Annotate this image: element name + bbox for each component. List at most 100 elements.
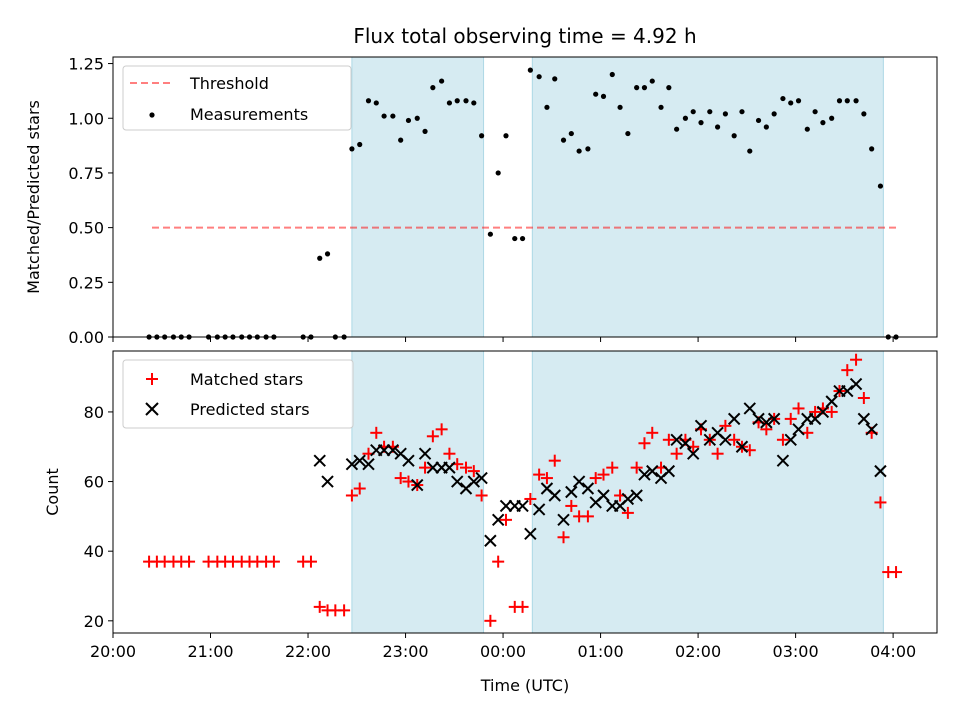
matched-star-point (443, 447, 456, 460)
measurement-point (634, 85, 640, 91)
measurement-point (568, 130, 574, 137)
predicted-star-point (524, 527, 537, 540)
top-shaded-interval-0 (351, 56, 485, 338)
matched-star-point (630, 461, 643, 474)
measurement-point (422, 128, 428, 134)
matched-star-point (345, 489, 358, 502)
top-y-tick-label-4: 1.00 (68, 109, 104, 128)
matched-star-point (565, 499, 578, 512)
bottom-y-axis-ticks: 20 40 60 80 (84, 403, 113, 631)
top-legend: Threshold Measurements (122, 65, 352, 131)
bottom-y-axis-label: Count (43, 468, 62, 516)
matched-star-point (776, 433, 789, 446)
x-tick-label-3: 23:00 (382, 642, 428, 661)
predicted-star-point (792, 423, 805, 436)
measurement-point (795, 98, 802, 104)
measurement-point (836, 98, 843, 104)
bottom-y-tick-label-1: 40 (84, 542, 104, 561)
matched-star-point (183, 555, 196, 568)
predicted-star-point (402, 454, 415, 467)
measurement-point (714, 124, 721, 130)
legend-matched-label: Matched stars (190, 370, 303, 389)
matched-star-point (874, 496, 887, 509)
top-x-axis-ticks (112, 337, 894, 342)
predicted-star-point (377, 444, 391, 457)
predicted-star-point (532, 503, 546, 516)
predicted-star-point (557, 513, 570, 527)
matched-star-point (825, 405, 838, 418)
top-plot-frame (112, 56, 938, 338)
measurement-point (454, 98, 460, 104)
matched-star-point (662, 433, 675, 446)
matched-star-point (711, 447, 724, 460)
predicted-star-point (426, 461, 440, 474)
measurement-point (365, 98, 372, 104)
predicted-star-point (621, 492, 635, 506)
measurement-point (844, 98, 850, 104)
measurement-point (666, 85, 672, 91)
top-y-tick-label-3: 0.75 (68, 164, 104, 183)
x-tick-label-6: 02:00 (675, 642, 721, 661)
predicted-star-point (597, 489, 610, 502)
measurement-point (463, 98, 469, 104)
measurement-point (544, 104, 550, 110)
measurement-point (398, 137, 404, 143)
matched-star-point (435, 423, 448, 436)
measurement-point (617, 104, 623, 110)
predicted-star-point (865, 423, 878, 436)
predicted-star-point (752, 412, 765, 426)
predicted-star-point (784, 433, 797, 446)
predicted-star-point (760, 416, 773, 429)
x-tick-label-4: 00:00 (480, 642, 526, 661)
measurement-point (698, 120, 704, 126)
matched-star-point (419, 461, 432, 474)
measurement-point (755, 117, 762, 124)
measurement-point (324, 251, 331, 257)
matched-star-point (728, 433, 741, 446)
matched-star-point (548, 454, 561, 467)
bottom-x-axis-ticks: 20:00 21:00 22:00 23:00 00:00 01:00 02:00 03:00… (90, 633, 916, 661)
measurement-point (495, 170, 501, 176)
legend-predicted-label: Predicted stars (190, 400, 310, 419)
bottom-panel: 20 40 60 80 20:00 21:00 22:00 23:00 00:00 01:00 0… (43, 350, 938, 695)
matched-star-point (467, 465, 480, 478)
measurement-point (439, 78, 445, 84)
predicted-star-point (516, 499, 529, 513)
matched-star-point (267, 555, 280, 568)
predicted-star-point (353, 454, 366, 467)
measurement-point (512, 235, 518, 242)
predicted-star-point (565, 485, 578, 499)
measurement-point (829, 115, 835, 121)
measurement-point (780, 95, 786, 102)
measurement-point (519, 235, 526, 242)
matched-star-point (313, 600, 326, 613)
predicted-star-point (491, 513, 505, 527)
measurement-point (527, 67, 533, 73)
predicted-star-point (638, 468, 651, 481)
x-tick-label-2: 22:00 (285, 642, 331, 661)
measurement-point (609, 71, 615, 78)
predicted-star-point (572, 475, 586, 488)
predicted-star-point (687, 447, 700, 460)
measurement-point (804, 126, 810, 132)
matched-star-point (850, 353, 863, 366)
matched-star-point (760, 423, 773, 436)
matched-star-point (304, 555, 317, 568)
top-y-axis-ticks: 0.00 0.25 0.50 0.75 1.00 1.25 (68, 55, 113, 347)
measurement-point (552, 76, 558, 82)
measurement-point (373, 100, 379, 106)
measurement-point (446, 100, 453, 106)
measurement-point (414, 115, 420, 121)
matched-star-point (492, 555, 505, 568)
matched-star-point (540, 472, 553, 485)
measurement-point (641, 85, 648, 91)
predicted-star-point (467, 475, 481, 488)
matched-star-point (460, 461, 473, 474)
legend-measurements-label: Measurements (190, 105, 308, 124)
measurement-point (707, 109, 713, 115)
measurement-point (471, 100, 477, 106)
matched-star-point (338, 604, 351, 617)
predicted-star-point (548, 489, 561, 502)
matched-star-point (638, 437, 651, 450)
bottom-y-tick-label-2: 60 (84, 473, 104, 492)
